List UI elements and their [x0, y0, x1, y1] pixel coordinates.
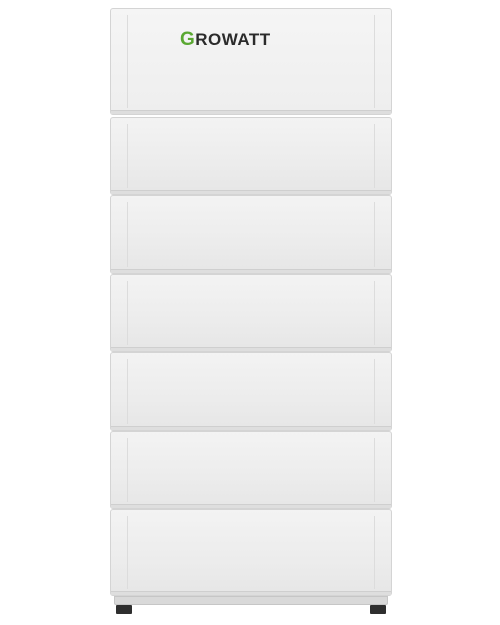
module-face	[127, 202, 375, 267]
battery-module-6	[110, 509, 392, 596]
battery-module-3	[110, 274, 392, 352]
right-foot	[370, 605, 386, 614]
battery-module-2	[110, 195, 392, 274]
battery-cabinet: G ROWATT	[110, 8, 392, 614]
cabinet-base	[114, 596, 388, 605]
module-face	[127, 516, 375, 589]
module-face	[127, 124, 375, 188]
module-rim	[111, 591, 391, 595]
brand-logo: G ROWATT	[180, 29, 271, 51]
module-rim	[111, 190, 391, 194]
module-face	[127, 359, 375, 424]
brand-logo-mark: G	[180, 29, 196, 50]
battery-module-5	[110, 431, 392, 509]
battery-module-1	[110, 117, 392, 195]
left-foot	[116, 605, 132, 614]
module-rim	[111, 504, 391, 508]
brand-logo-text: ROWATT	[195, 30, 271, 49]
battery-module-4	[110, 352, 392, 431]
module-rim	[111, 110, 391, 114]
module-face	[127, 438, 375, 502]
controller-face	[127, 15, 375, 108]
module-face	[127, 281, 375, 345]
module-rim	[111, 269, 391, 273]
module-rim	[111, 426, 391, 430]
controller-module: G ROWATT	[110, 8, 392, 115]
module-rim	[111, 347, 391, 351]
